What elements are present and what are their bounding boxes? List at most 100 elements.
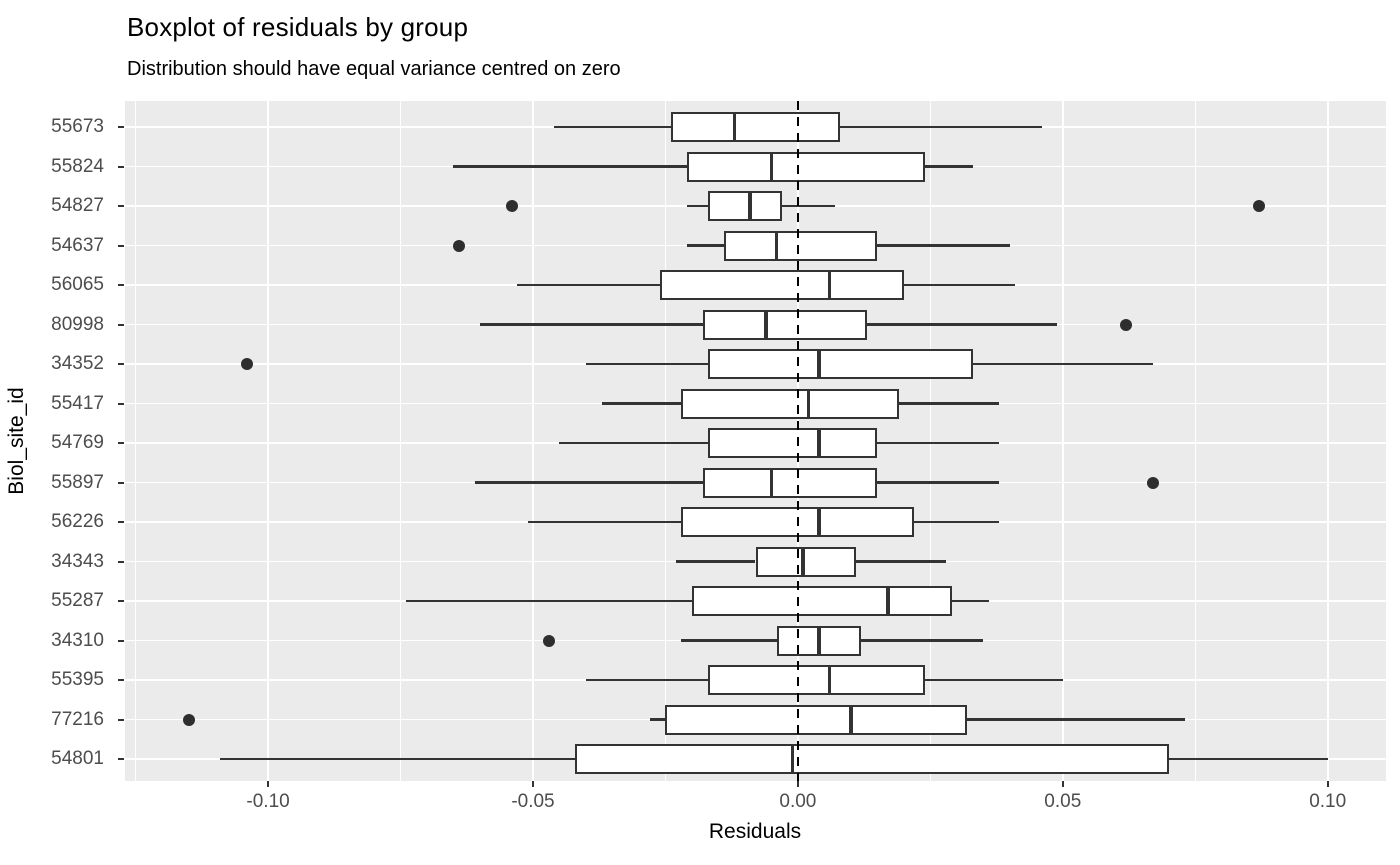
y-tick-label: 55395 [51,669,104,690]
median-line [886,586,890,616]
whisker-upper [861,639,984,642]
x-tick-mark [267,781,270,787]
y-tick-mark [118,521,124,523]
x-tick-label: 0.00 [779,791,817,812]
y-tick-mark [118,402,124,405]
x-minor-gridline [1194,101,1196,781]
y-tick-mark [118,679,124,681]
whisker-lower [585,678,708,682]
boxplot-box-55417 [681,388,899,419]
boxplot-box-54769 [707,428,878,458]
whisker-lower [517,283,661,287]
boxplot-box-54801 [575,744,1169,774]
whisker-upper [1168,757,1328,761]
whisker-lower [686,204,708,208]
whisker-lower [601,402,682,405]
boxplot-box-34352 [707,349,973,379]
x-tick-label: -0.10 [246,791,290,812]
median-line [827,270,832,300]
outlier-point [1252,200,1265,212]
median-line [774,230,779,261]
whisker-lower [585,362,708,366]
boxplot-box-34343 [755,546,857,577]
y-tick-mark [118,481,124,484]
outlier-point [240,358,253,370]
x-major-gridline [1062,101,1064,781]
whisker-lower [527,520,682,524]
boxplot-box-55897 [702,467,878,498]
whisker-lower [681,639,777,642]
y-tick-label: 55417 [51,392,104,414]
x-tick-mark [531,781,534,787]
median-line [817,349,821,379]
whisker-upper [951,599,989,603]
whisker-upper [877,481,1000,484]
y-tick-label: 56065 [51,274,104,295]
x-axis-title: Residuals [708,820,802,843]
y-axis-title: Biol_site_id [5,387,28,495]
whisker-upper [925,678,1063,682]
plot-panel [125,101,1386,781]
x-tick-mark [1326,781,1329,787]
y-tick-mark [118,165,124,168]
y-tick-mark [118,758,124,760]
y-tick-mark [118,284,124,286]
outlier-point [452,239,465,252]
boxplot-box-55287 [691,586,952,616]
x-minor-gridline [929,101,931,781]
y-tick-label: 77216 [51,708,104,730]
whisker-upper [840,125,1042,129]
y-tick-label: 80998 [51,313,104,335]
x-minor-gridline [400,101,401,781]
y-tick-label: 54801 [51,748,104,769]
boxplot-box-56065 [660,270,904,300]
outlier-point [1120,318,1133,331]
chart-subtitle: Distribution should have equal variance … [127,58,621,80]
boxplot-box-54637 [723,230,878,261]
whisker-upper [877,244,1010,247]
y-tick-label: 55287 [51,590,104,611]
x-tick-mark [1061,781,1064,787]
y-tick-mark [118,600,124,602]
whisker-lower [405,599,692,603]
y-tick-mark [118,442,124,444]
median-line [817,507,821,537]
whisker-upper [925,165,973,168]
boxplot-box-77216 [665,704,968,735]
whisker-upper [914,520,1000,524]
y-tick-mark [118,205,124,207]
y-tick-label: 34343 [51,550,104,572]
boxplot-box-54827 [707,191,782,221]
median-line [732,112,737,142]
median-line [817,428,821,458]
whisker-lower [554,125,671,129]
median-line [801,546,805,577]
median-line [806,388,811,419]
whisker-lower [559,441,708,445]
median-line [769,151,774,182]
median-line [849,704,853,735]
y-tick-label: 54637 [51,234,104,256]
zero-reference-line [796,101,799,781]
whisker-upper [866,323,1058,326]
x-major-gridline [532,101,534,781]
whisker-upper [877,441,1000,445]
outlier-point [542,634,555,647]
whisker-upper [781,204,835,208]
whisker-lower [649,718,666,721]
y-tick-label: 55824 [51,155,104,177]
whisker-upper [903,283,1016,287]
median-line [790,744,795,774]
whisker-lower [453,165,687,168]
x-major-gridline [267,101,269,781]
chart-title: Boxplot of residuals by group [127,12,469,42]
outlier-point [1146,476,1159,489]
x-tick-mark [796,781,799,787]
x-minor-gridline [664,101,666,781]
boxplot-box-55395 [707,665,926,695]
median-line [764,309,768,340]
y-tick-mark [118,639,124,642]
x-tick-label: 0.05 [1044,791,1082,812]
y-tick-mark [118,560,124,563]
